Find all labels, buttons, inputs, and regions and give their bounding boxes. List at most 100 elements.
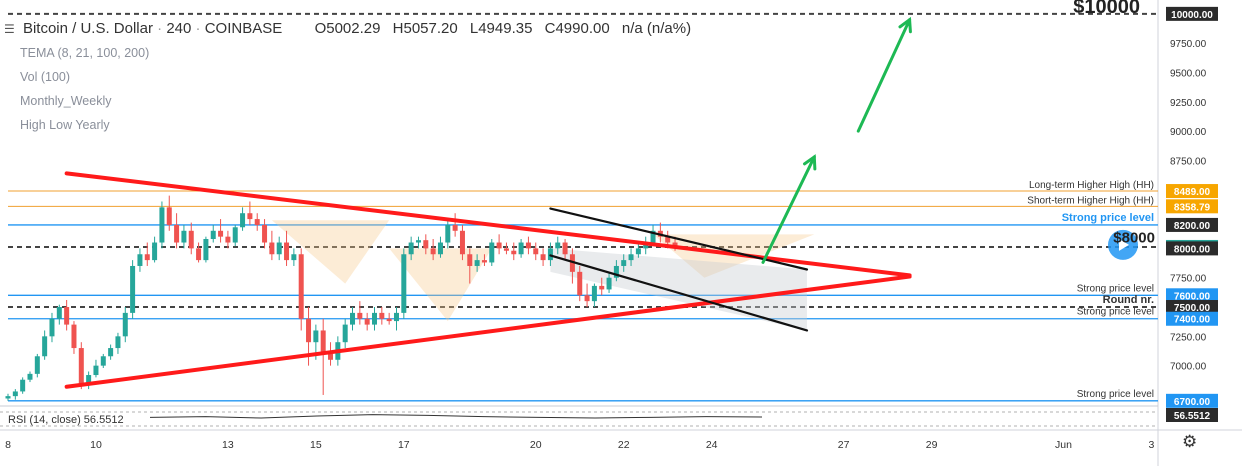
candle-body-14 [108,348,114,357]
symbol-header: ☰ Bitcoin / U.S. Dollar · 240 · COINBASE… [4,20,692,37]
candle-body-74 [547,248,553,261]
candle-body-84 [621,260,627,266]
candle-body-51 [379,312,385,319]
time-tick-3: 15 [310,439,322,451]
candle-body-53 [393,312,399,322]
triangle-lower-line [64,274,912,389]
candle-body-41 [306,318,312,343]
candle-body-63 [467,254,473,266]
candle-body-69 [511,250,517,255]
candle-body-80 [591,285,597,302]
candle-body-29 [218,230,224,237]
ohlc-change: n/a (n/a%) [621,20,692,37]
label-strong-7600: Strong price level [1077,283,1154,294]
candle-body-70 [518,242,524,255]
rsi-label: RSI (14, close) 56.5512 [8,414,124,426]
candle-body-78 [577,271,583,296]
price-tick-5: 8750.00 [1170,156,1207,167]
candle-body-52 [386,318,392,322]
candle-body-90 [665,236,671,243]
price-box-5 [1166,241,1218,256]
price-tick-9: 7750.00 [1170,274,1207,285]
candle-body-27 [203,239,209,261]
price-axis[interactable]: 10000.00 9750.00 9500.00 9250.00 9000.00 8750… [1166,6,1218,408]
candle-body-5 [42,336,48,357]
ohlc-low: L4949.35 [469,20,533,37]
head-shade [389,248,492,322]
price-box-label-7: 7500.00 [1174,303,1211,314]
indicator-tema[interactable]: TEMA (8, 21, 100, 200) [20,46,150,60]
channel-lower-line [549,254,809,332]
candle-body-1 [12,391,18,397]
time-axis[interactable]: 8 10 13 15 17 20 22 24 27 29 Jun 3 [5,439,1154,451]
triangle-upper-line [64,171,912,278]
candle-body-25 [188,230,194,249]
candle-body-86 [635,248,641,255]
candle-body-0 [5,396,11,399]
candle-body-10 [78,348,84,384]
candle-body-56 [415,240,421,243]
price-box-9 [1166,393,1218,408]
indicator-vol[interactable]: Vol (100) [20,70,71,84]
candle-body-13 [100,356,106,366]
candle-body-35 [262,224,268,243]
candle-body-48 [357,312,363,319]
time-tick-7: 24 [706,439,718,451]
projection-arrow-2 [856,18,912,133]
candle-body-33 [247,213,253,220]
price-box-label-9: 6700.00 [1174,397,1211,408]
time-tick-10: Jun [1055,439,1072,451]
candle-body-19 [144,254,150,261]
candle-body-42 [313,330,319,343]
label-long-term-hh: Long-term Higher High (HH) [1029,180,1154,191]
interval[interactable]: 240 [166,20,192,37]
time-tick-1: 10 [90,439,102,451]
candle-body-68 [503,248,509,251]
candle-body-65 [481,260,487,263]
candle-body-82 [606,277,612,290]
time-tick-11: 3 [1149,439,1155,451]
symbol-title[interactable]: Bitcoin / U.S. Dollar [22,20,153,37]
candle-body-49 [364,318,370,325]
ohlc-close: C4990.00 [544,20,610,37]
candle-body-34 [254,219,260,225]
candle-body-71 [525,242,531,249]
time-tick-9: 29 [926,439,938,451]
candle-body-24 [181,230,187,243]
hamburger-menu-icon[interactable]: ☰ [4,22,15,36]
price-tick-12: 7000.00 [1170,362,1207,373]
projection-arrowhead-2 [898,16,912,34]
candle-body-18 [137,254,143,266]
indicator-monthly-weekly[interactable]: Monthly_Weekly [20,94,112,108]
candle-body-44 [328,353,334,360]
candle-body-61 [452,224,458,231]
candle-body-85 [628,254,634,261]
exchange: COINBASE [204,20,283,37]
time-tick-8: 27 [838,439,850,451]
projection-arrowhead-1 [803,154,817,171]
gear-icon[interactable]: ⚙ [1182,432,1198,451]
indicator-high-low-yearly[interactable]: High Low Yearly [20,118,110,132]
label-mid-8000: $8000 [1113,230,1155,247]
candle-body-12 [93,365,99,376]
ohlc-open: O5002.29 [314,20,381,37]
price-tick-11: 7250.00 [1170,332,1207,343]
price-box-7 [1166,300,1218,315]
candle-body-54 [401,254,407,313]
candle-body-73 [540,254,546,261]
time-tick-2: 13 [222,439,234,451]
candle-body-16 [122,312,128,337]
candle-body-67 [496,242,502,249]
candle-body-37 [276,242,282,255]
label-short-term-hh: Short-term Higher High (HH) [1027,195,1154,206]
candle-body-21 [159,207,165,243]
candle-body-6 [49,318,55,337]
time-tick-4: 17 [398,439,410,451]
candle-body-62 [459,230,465,255]
candle-body-60 [445,224,451,243]
price-box-0 [1166,6,1218,21]
label-strong-8200: Strong price level [1062,212,1154,224]
candle-body-58 [430,248,436,255]
